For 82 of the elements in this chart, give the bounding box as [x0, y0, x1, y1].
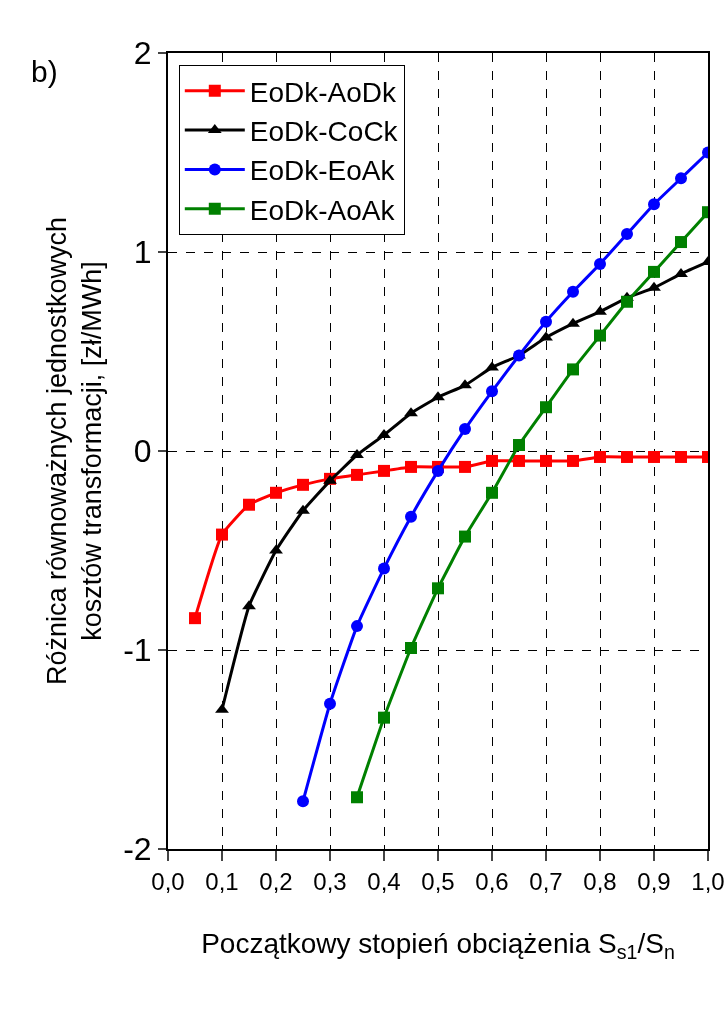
- point: [324, 697, 336, 710]
- legend-label: EoDk-AoDk: [249, 76, 398, 108]
- point: [216, 528, 228, 541]
- point: [459, 530, 471, 543]
- legend-label: EoDk-CoCk: [249, 115, 399, 147]
- point: [405, 510, 417, 523]
- point: [485, 361, 499, 371]
- point: [621, 295, 633, 308]
- point: [297, 478, 309, 491]
- y-tick-label: 0: [133, 433, 152, 470]
- point: [377, 429, 391, 439]
- point: [378, 711, 390, 724]
- point: [540, 401, 552, 414]
- x-tick-label: 0,2: [259, 867, 293, 895]
- point: [567, 454, 579, 467]
- point: [405, 642, 417, 655]
- point: [675, 450, 687, 463]
- x-tick-label: 0,0: [151, 867, 185, 895]
- x-tick-label: 0,4: [367, 867, 401, 895]
- point: [540, 454, 552, 467]
- point: [621, 228, 633, 241]
- point: [269, 544, 283, 554]
- x-tick-label: 0,8: [583, 867, 617, 895]
- y-axis-title: Różnica równoważnych jednostkowych kosztów transformacji, [zł/MWh]: [41, 216, 107, 686]
- point: [648, 265, 660, 278]
- point: [513, 454, 525, 467]
- point: [459, 423, 471, 436]
- y-tick-label: -2: [123, 831, 152, 868]
- point: [513, 439, 525, 452]
- point: [674, 267, 688, 277]
- point: [431, 391, 445, 401]
- x-tick-label: 0,3: [313, 867, 347, 895]
- point: [351, 791, 363, 804]
- x-tick-label: 0,6: [475, 867, 509, 895]
- point: [486, 454, 498, 467]
- text: b): [31, 55, 58, 88]
- x-tick-label: 0,9: [637, 867, 671, 895]
- point: [648, 450, 660, 463]
- x-tick-label: 0,5: [421, 867, 455, 895]
- point: [540, 315, 552, 328]
- point: [432, 582, 444, 595]
- point: [594, 329, 606, 342]
- y-tick-label: 2: [133, 35, 152, 72]
- point: [242, 600, 256, 610]
- x-tick-label: 1,0: [691, 867, 725, 895]
- point: [567, 363, 579, 376]
- point: [593, 305, 607, 315]
- point: [647, 281, 661, 291]
- point: [648, 198, 660, 211]
- point: [378, 562, 390, 575]
- point: [594, 257, 606, 270]
- legend-label: EoDk-EoAk: [249, 155, 396, 187]
- point: [243, 498, 255, 511]
- point: [432, 464, 444, 477]
- point: [404, 407, 418, 417]
- point: [378, 464, 390, 477]
- point: [539, 331, 553, 341]
- y-tick-label: -1: [123, 632, 152, 669]
- point: [270, 486, 282, 499]
- point: [675, 172, 687, 185]
- point: [567, 285, 579, 298]
- point: [486, 385, 498, 398]
- x-tick-label: 0,7: [529, 867, 563, 895]
- x-tick-label: 0,1: [205, 867, 239, 895]
- point: [351, 468, 363, 481]
- point: [486, 486, 498, 499]
- point: [215, 703, 229, 713]
- point: [350, 448, 364, 458]
- y-tick-label: 1: [133, 234, 152, 271]
- point: [459, 460, 471, 473]
- point: [189, 612, 201, 625]
- point: [296, 504, 310, 514]
- point: [458, 379, 472, 389]
- legend-label: EoDk-AoAk: [249, 194, 396, 226]
- point: [297, 795, 309, 808]
- point: [594, 450, 606, 463]
- point: [675, 236, 687, 249]
- point: [621, 450, 633, 463]
- x-axis-title: Początkowy stopień obciążenia S$_{s1}$/S$_{n}$: [201, 928, 675, 964]
- point: [351, 620, 363, 633]
- point: [566, 317, 580, 327]
- point: [405, 460, 417, 473]
